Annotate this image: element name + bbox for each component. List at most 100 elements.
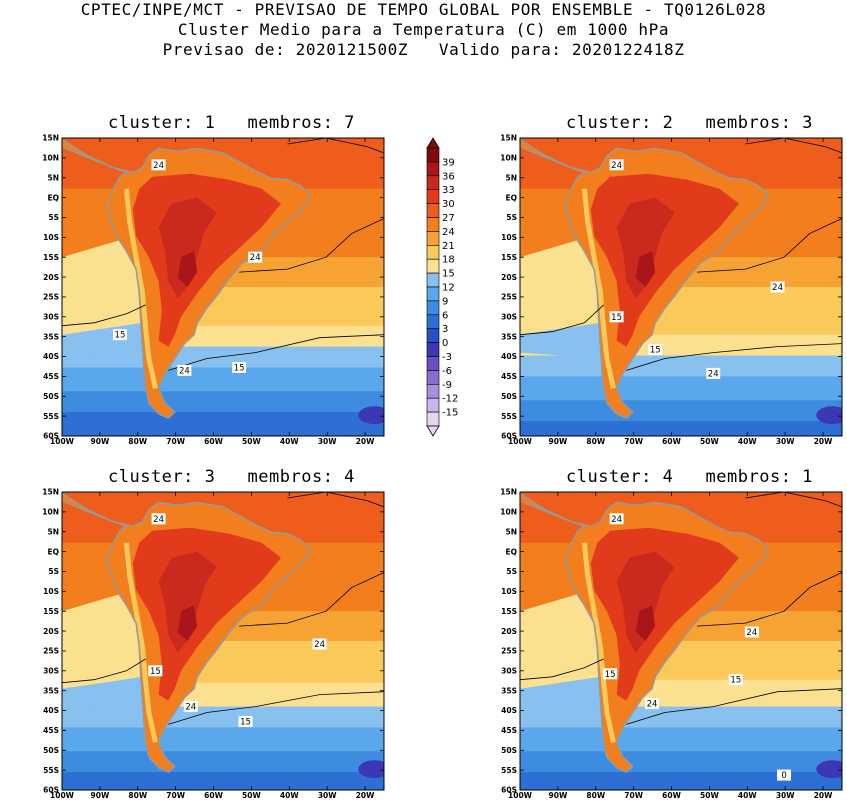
colorbar-label: 0 bbox=[442, 338, 448, 349]
lon-label: 40W bbox=[738, 437, 757, 446]
contour-24-atlantic bbox=[239, 572, 384, 627]
cold-patch bbox=[358, 406, 384, 425]
colorbar-bin bbox=[426, 175, 440, 190]
contour-label-box bbox=[151, 513, 166, 525]
lon-label: 20W bbox=[356, 437, 375, 446]
lon-label: 70W bbox=[166, 791, 185, 800]
temperature-map-1: 24 24 15 15 24 15N 10N 5N EQ 5S 10S 15S 20S 25S 30S 35S… bbox=[42, 134, 385, 446]
hot-core-36c bbox=[635, 605, 656, 641]
colorbar-bin bbox=[426, 189, 440, 204]
colorbar-bin bbox=[426, 258, 440, 274]
lon-label: 80W bbox=[586, 437, 605, 446]
lat-label: 10N bbox=[500, 508, 517, 517]
lon-label: 100W bbox=[50, 791, 75, 800]
temperature-band bbox=[520, 421, 842, 436]
hot-core-36c bbox=[635, 251, 656, 287]
lat-label: 50S bbox=[43, 392, 59, 401]
colorbar-bin bbox=[426, 272, 440, 288]
contour-label-box bbox=[248, 251, 263, 263]
contour-label: 15 bbox=[605, 670, 616, 680]
lat-label: 5N bbox=[506, 173, 518, 182]
contour-label: 15 bbox=[611, 313, 622, 323]
lat-label: EQ bbox=[506, 193, 518, 202]
contour-label-box bbox=[112, 329, 127, 341]
lat-label: 60S bbox=[43, 432, 59, 441]
lon-label: 50W bbox=[242, 437, 261, 446]
cold-patch bbox=[816, 406, 842, 425]
lat-label: 15N bbox=[42, 134, 59, 143]
contour-label-box bbox=[609, 159, 624, 171]
lat-label: 30S bbox=[43, 313, 59, 322]
colorbar-bin bbox=[426, 356, 440, 371]
contour-15-west bbox=[62, 304, 146, 327]
pacific-cold-band bbox=[520, 322, 604, 359]
lon-label: 90W bbox=[91, 437, 110, 446]
pacific-cool-tongue bbox=[520, 236, 601, 347]
lat-label: 20S bbox=[501, 273, 517, 282]
andes-cool-strip bbox=[581, 188, 616, 389]
lat-label: 55S bbox=[501, 412, 517, 421]
lat-label: 30S bbox=[43, 667, 59, 676]
lat-label: 45S bbox=[501, 372, 517, 381]
lat-label: 15S bbox=[43, 253, 59, 262]
colorbar-bin bbox=[426, 203, 440, 218]
panel-title: cluster: 2 membros: 3 bbox=[566, 113, 813, 133]
lon-label: 70W bbox=[166, 437, 185, 446]
colorbar-label: 36 bbox=[442, 171, 455, 182]
colorbar-label: -12 bbox=[442, 394, 458, 405]
colorbar-bin bbox=[426, 314, 440, 330]
temperature-band bbox=[62, 367, 384, 393]
lat-label: 25S bbox=[501, 293, 517, 302]
temperature-band bbox=[62, 412, 384, 436]
contour-label-box bbox=[609, 513, 624, 525]
panel-title: cluster: 4 membros: 1 bbox=[566, 467, 813, 487]
lat-label: 25S bbox=[43, 293, 59, 302]
lat-label: 50S bbox=[43, 746, 59, 755]
map-frame bbox=[519, 137, 843, 437]
colorbar-label: -9 bbox=[442, 380, 452, 391]
lon-label: 100W bbox=[508, 791, 533, 800]
contour-label: 15 bbox=[234, 363, 245, 373]
lon-label: 80W bbox=[128, 437, 147, 446]
contour-label: 24 bbox=[611, 515, 622, 525]
lat-label: 20S bbox=[43, 273, 59, 282]
contour-label-box bbox=[151, 159, 166, 171]
contour-label: 24 bbox=[746, 628, 757, 638]
lon-label: 90W bbox=[91, 791, 110, 800]
colorbar-label: 33 bbox=[442, 185, 455, 196]
lat-label: 35S bbox=[43, 686, 59, 695]
colorbar-label: 9 bbox=[442, 296, 448, 307]
lat-label: 30S bbox=[501, 313, 517, 322]
colorbar-bin bbox=[426, 217, 440, 232]
temperature-band bbox=[520, 400, 842, 423]
contour-label: 24 bbox=[153, 515, 164, 525]
contour-15-east bbox=[626, 343, 842, 371]
lat-label: 5N bbox=[506, 527, 518, 536]
colorbar-bin bbox=[426, 328, 440, 343]
contour-label: 0 bbox=[781, 771, 786, 781]
temperature-band bbox=[520, 376, 842, 402]
colorbar-label: 18 bbox=[442, 255, 455, 266]
map-frame bbox=[519, 491, 843, 791]
hot-core-33c bbox=[616, 551, 675, 653]
lat-label: 20S bbox=[501, 627, 517, 636]
temperature-band bbox=[520, 772, 842, 790]
lat-label: EQ bbox=[48, 547, 60, 556]
colorbar-bin bbox=[426, 147, 440, 163]
colorbar-bin bbox=[426, 161, 440, 177]
lat-label: 35S bbox=[501, 686, 517, 695]
contour-15-west bbox=[520, 304, 604, 336]
pacific-cool-tongue bbox=[520, 590, 601, 701]
contour-label-box bbox=[148, 665, 163, 677]
contour-label: 24 bbox=[185, 703, 196, 713]
contour-label-box bbox=[744, 626, 759, 638]
colorbar-label: 21 bbox=[442, 241, 455, 252]
lon-label: 20W bbox=[814, 791, 833, 800]
colorbar-label: 15 bbox=[442, 269, 455, 280]
lon-label: 60W bbox=[204, 791, 223, 800]
lat-label: 55S bbox=[43, 766, 59, 775]
contour-label: 24 bbox=[314, 640, 325, 650]
temperature-band bbox=[62, 727, 384, 753]
andes-cool-strip bbox=[581, 542, 616, 743]
colorbar-label: 3 bbox=[442, 324, 448, 335]
